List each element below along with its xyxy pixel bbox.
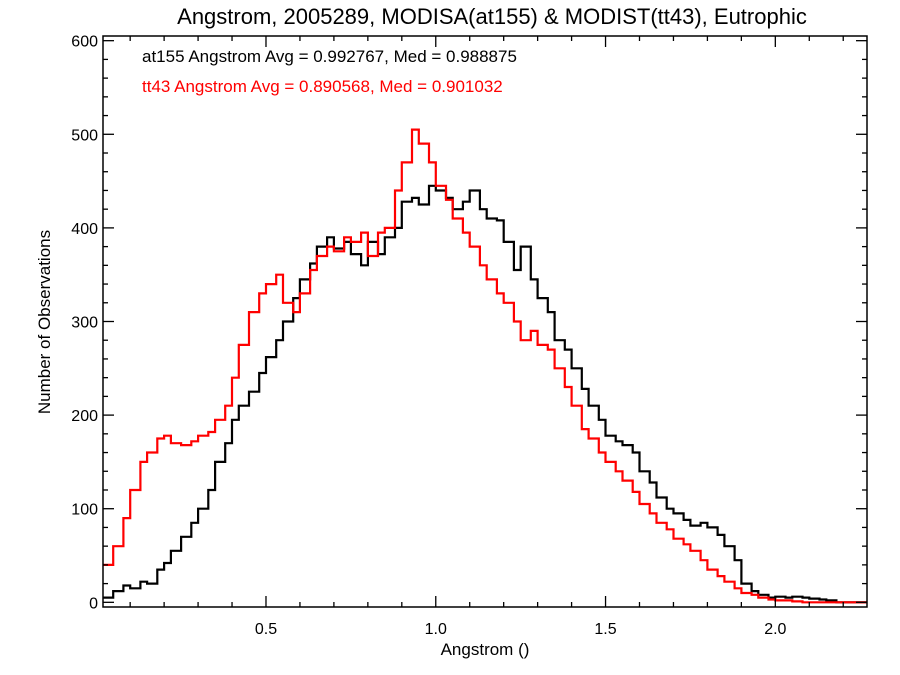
series-line-at155: [103, 184, 867, 604]
x-tick-label: 1.0: [425, 621, 447, 638]
y-axis-title: Number of Observations: [35, 230, 54, 414]
x-axis-title: Angstrom (): [441, 640, 530, 659]
y-tick-label: 500: [71, 127, 98, 144]
x-tick-label: 1.5: [594, 621, 616, 638]
series-line-tt43: [103, 128, 867, 604]
y-tick-label: 400: [71, 221, 98, 238]
y-tick-label: 200: [71, 408, 98, 425]
y-tick-label: 600: [71, 34, 98, 51]
chart-title: Angstrom, 2005289, MODISA(at155) & MODIS…: [177, 4, 807, 29]
y-tick-label: 100: [71, 502, 98, 519]
ticks-layer: 0.5 1.0 1.5 2.0 0 100 200 300 400 500 600: [71, 34, 867, 638]
annotation-at155-stats: at155 Angstrom Avg = 0.992767, Med = 0.9…: [142, 47, 517, 66]
y-tick-label: 300: [71, 315, 98, 332]
x-tick-label: 0.5: [255, 621, 277, 638]
plot-frame: [102, 35, 868, 608]
x-tick-label: 2.0: [764, 621, 786, 638]
y-tick-label: 0: [89, 595, 98, 612]
annotation-tt43-stats: tt43 Angstrom Avg = 0.890568, Med = 0.90…: [142, 77, 503, 96]
series-layer: [103, 128, 867, 604]
